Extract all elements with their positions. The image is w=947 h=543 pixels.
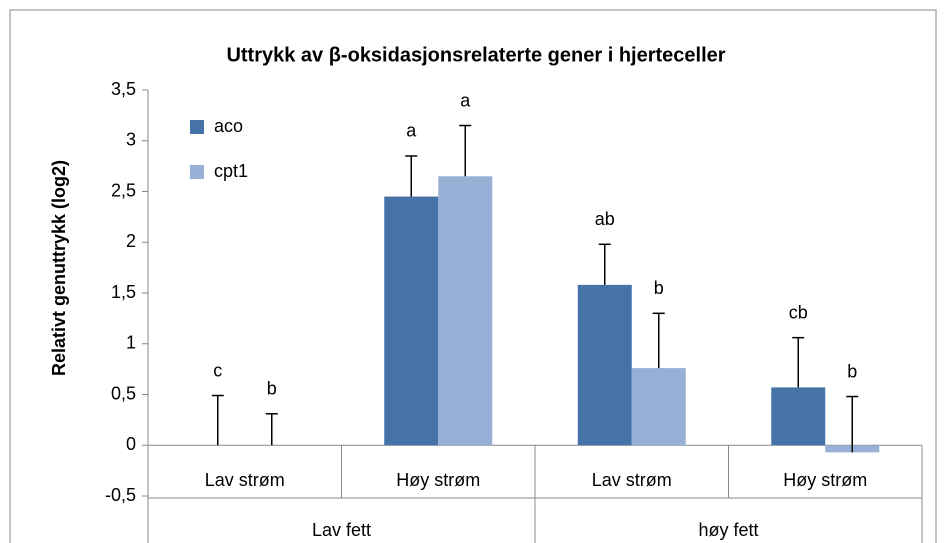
annotation: b [654, 278, 664, 298]
bar [771, 387, 826, 446]
y-tick-label: 0 [126, 434, 136, 454]
annotation: a [460, 90, 471, 110]
chart-title: Uttrykk av β-oksidasjonsrelaterte gener … [226, 44, 725, 66]
bar [384, 196, 439, 446]
y-tick-label: 1,5 [111, 282, 136, 302]
legend-label: cpt1 [214, 161, 248, 181]
y-axis-label: Relativt genuttrykk (log2) [49, 160, 69, 376]
y-tick-label: 1 [126, 333, 136, 353]
legend-swatch [190, 120, 204, 134]
annotation: ab [595, 209, 615, 229]
x-tick-label: Høy strøm [396, 470, 480, 490]
annotation: b [847, 361, 857, 381]
group-label: høy fett [698, 520, 758, 540]
y-tick-label: 2 [126, 231, 136, 251]
y-tick-label: 0,5 [111, 383, 136, 403]
y-tick-label: -0,5 [105, 485, 136, 505]
x-tick-label: Lav strøm [205, 470, 285, 490]
group-label: Lav fett [312, 520, 371, 540]
annotation: cb [789, 302, 808, 322]
bar [577, 284, 632, 446]
legend-label: aco [214, 116, 243, 136]
x-tick-label: Lav strøm [592, 470, 672, 490]
y-tick-label: 2,5 [111, 180, 136, 200]
annotation: a [406, 121, 417, 141]
annotation: b [267, 379, 277, 399]
legend-swatch [190, 165, 204, 179]
y-tick-label: 3,5 [111, 79, 136, 99]
bar [631, 368, 686, 446]
annotation: c [213, 360, 222, 380]
x-tick-label: Høy strøm [783, 470, 867, 490]
bar [438, 176, 493, 446]
y-tick-label: 3 [126, 130, 136, 150]
